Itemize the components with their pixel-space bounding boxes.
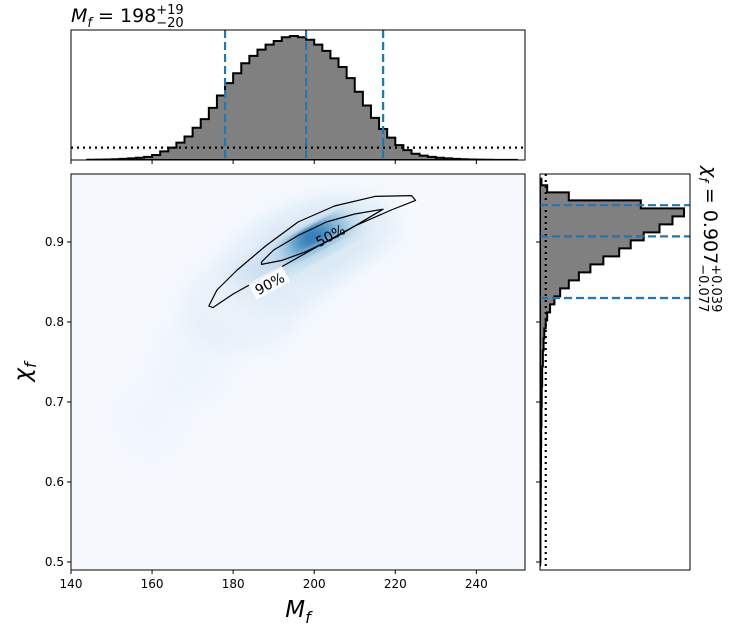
x-tick-label-0: 140: [60, 577, 83, 591]
right-title-upper: +0.039: [708, 264, 723, 312]
x-tick-label-5: 240: [465, 577, 488, 591]
x-tick-label-4: 220: [384, 577, 407, 591]
top-title-value: 198: [120, 5, 156, 27]
y-tick-label-3: 0.8: [45, 315, 64, 329]
x-tick-label-3: 200: [303, 577, 326, 591]
right-title: χf = 0.907+0.039−0.077: [695, 165, 723, 312]
y-axis-label: χf: [10, 360, 40, 384]
right-title-lower: −0.077: [695, 264, 710, 312]
y-tick-label-0: 0.5: [45, 555, 64, 569]
density-core-4: [297, 228, 323, 245]
right-title-equals: =: [699, 182, 721, 210]
top-title-lower: −20: [156, 16, 183, 31]
right-posterior-histogram: [540, 177, 685, 567]
right-title-symbol: χ: [699, 165, 721, 178]
joint-panel: 50%90% 140 160 180 200 220 2400.50.60.70.80.9…: [10, 173, 526, 627]
contour-50pct: [260, 208, 384, 265]
top-frame: [70, 29, 526, 161]
y-tick-label-4: 0.9: [45, 235, 64, 249]
top-title-equals: =: [92, 5, 120, 27]
contour-label-bg-1: [248, 265, 291, 300]
right-title-value: 0.907: [699, 210, 721, 264]
top-title: Mf = 198+19 −20: [71, 3, 184, 31]
joint-frame: [70, 173, 526, 571]
x-tick-label-1: 160: [141, 577, 164, 591]
right-marginal-panel: χf = 0.907+0.039−0.077: [536, 165, 723, 571]
density-halo-5: [116, 378, 189, 458]
top-posterior-histogram: [86, 35, 518, 160]
right-title-subscript: f: [695, 177, 710, 184]
y-tick-label-2: 0.7: [45, 395, 64, 409]
density-halo-4: [152, 317, 233, 407]
top-marginal-panel: Mf = 198+19 −20: [70, 3, 526, 164]
right-frame: [539, 173, 691, 571]
top-title-symbol: M: [71, 5, 87, 27]
top-title-subscript: f: [87, 16, 94, 31]
x-axis-label: Mf: [285, 597, 313, 627]
x-tick-label-2: 180: [222, 577, 245, 591]
top-title-upper: +19: [156, 3, 183, 18]
y-tick-label-1: 0.6: [45, 475, 64, 489]
